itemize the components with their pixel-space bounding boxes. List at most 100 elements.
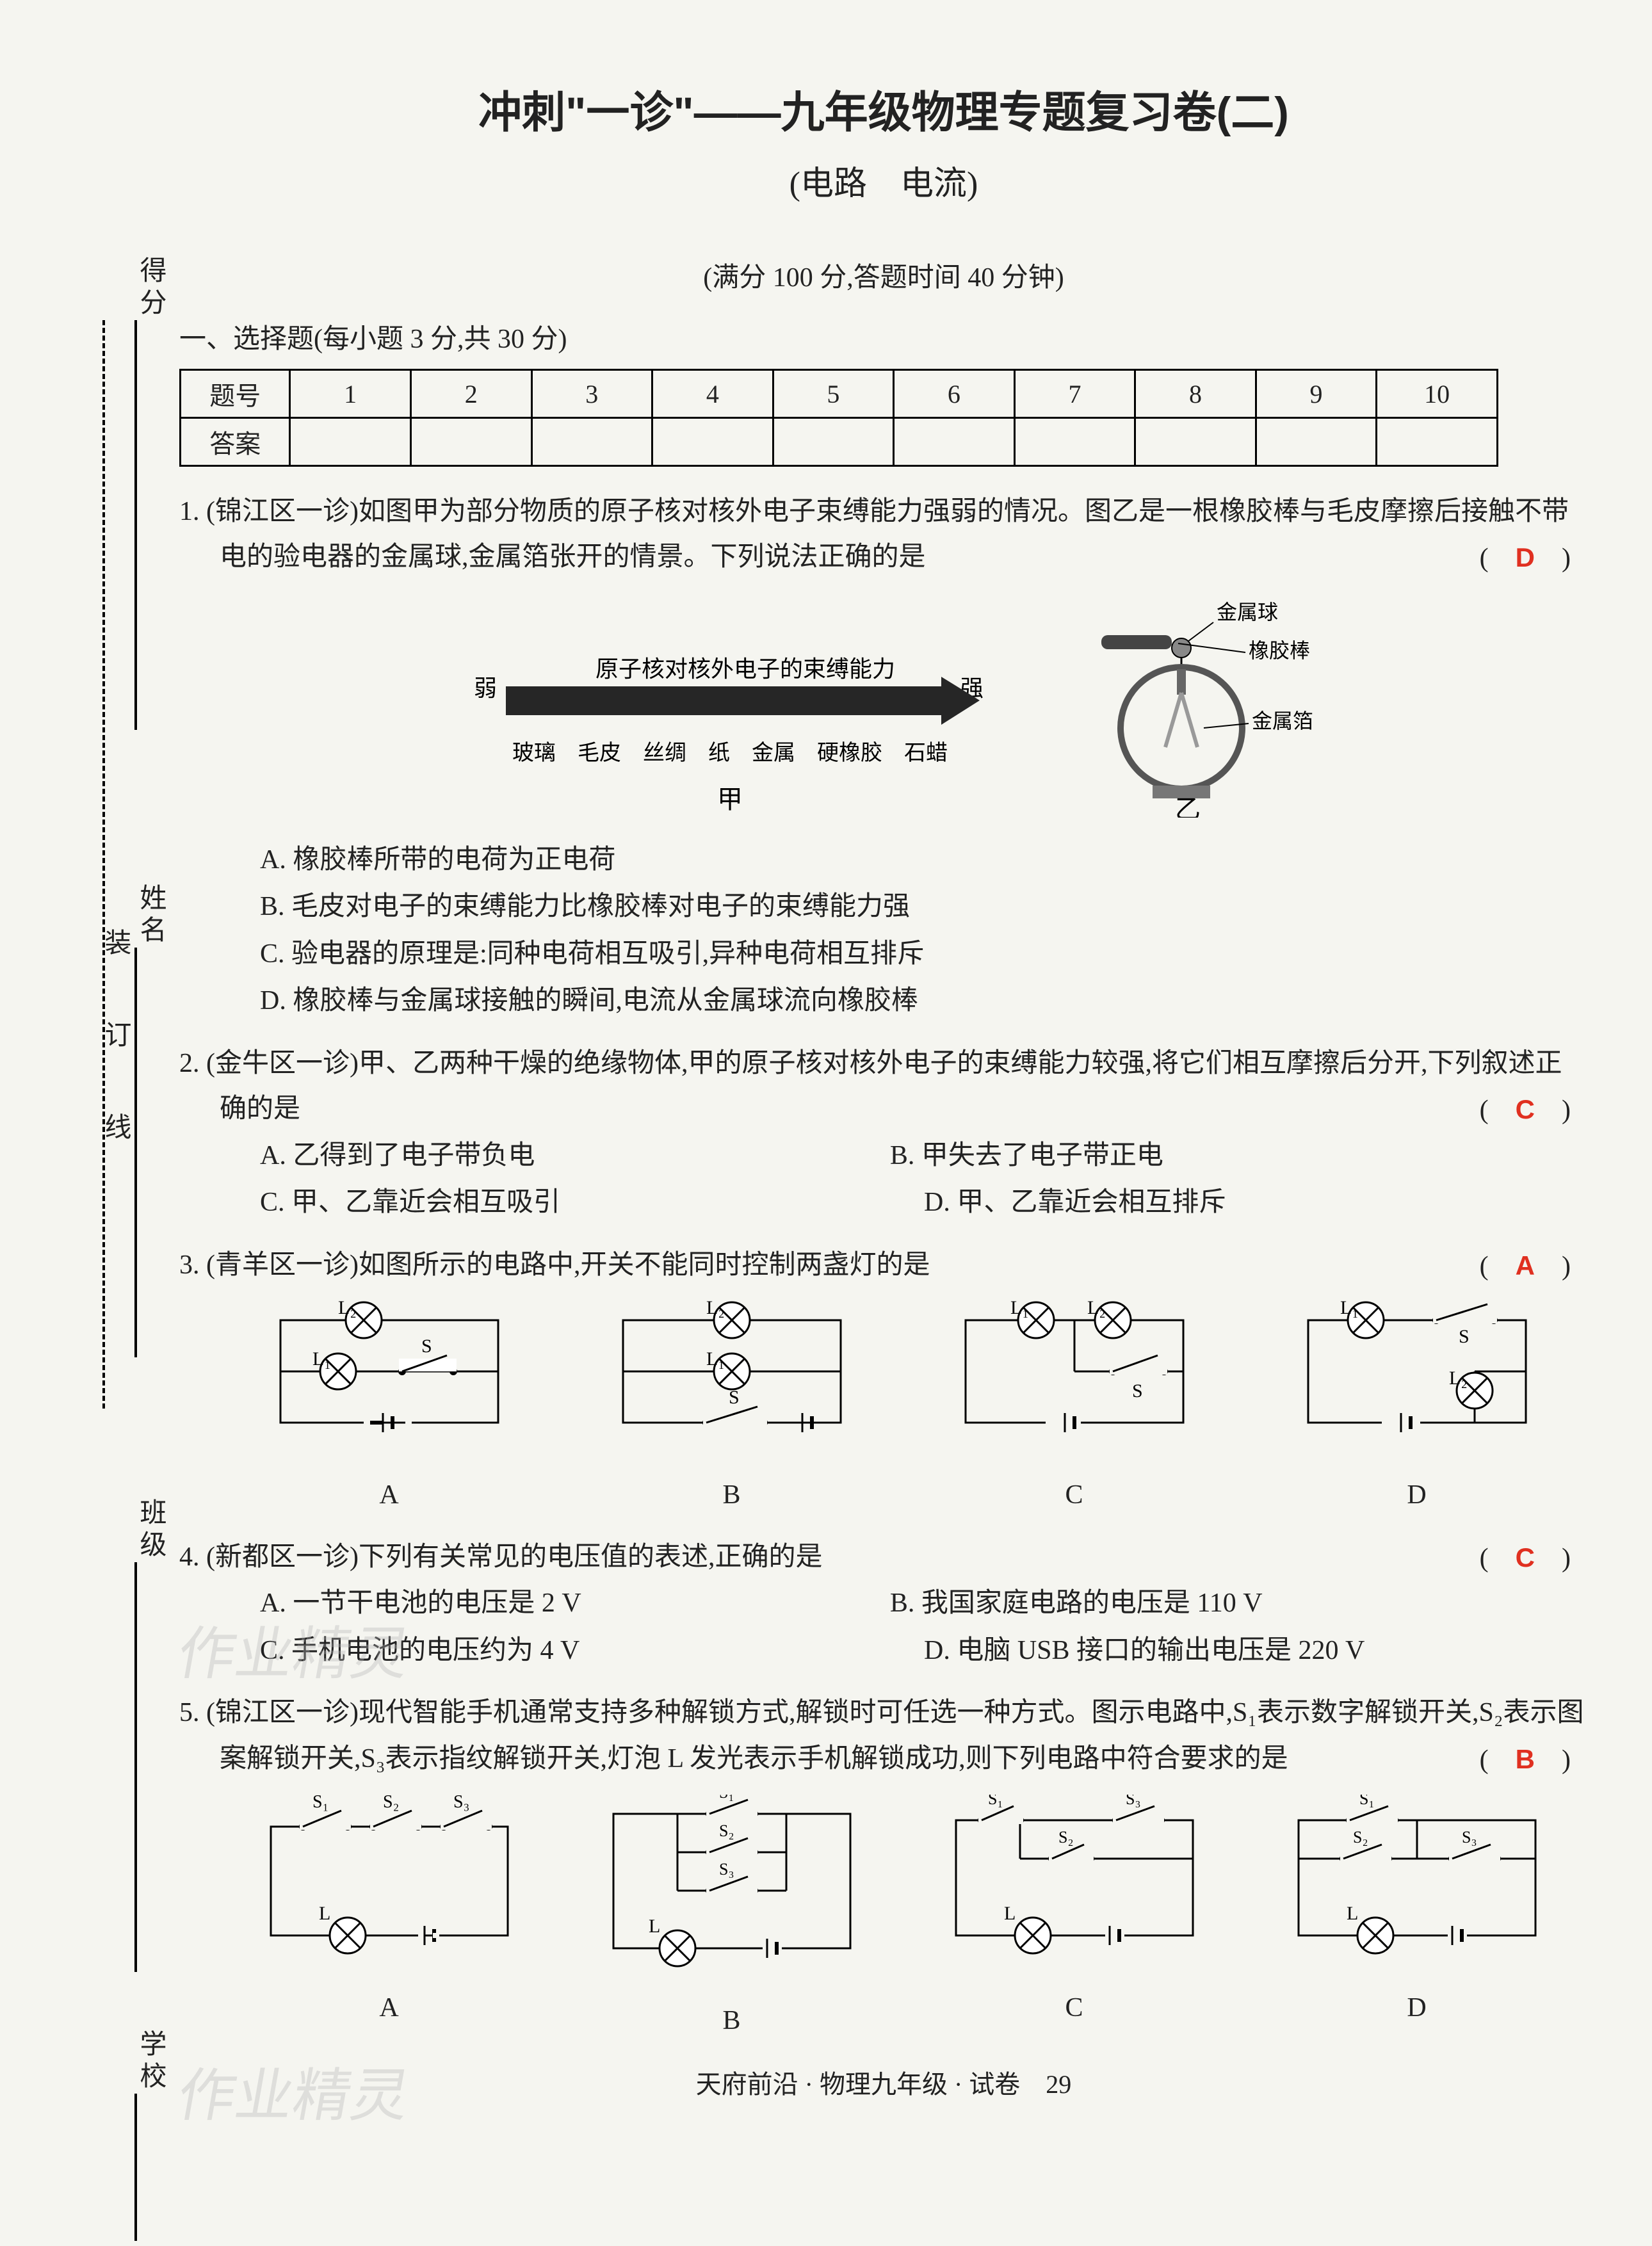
label-jia: 甲	[717, 785, 743, 814]
question-2: 2. (金牛区一诊)甲、乙两种干燥的绝缘物体,甲的原子核对核外电子的束缚能力较强…	[179, 1041, 1588, 1227]
table-cell	[1377, 418, 1498, 466]
circuit-c: L₁ L₂ S C	[940, 1301, 1209, 1519]
svg-text:L₁: L₁	[706, 1348, 725, 1369]
circuit-label: A	[252, 1985, 527, 2031]
option-c: C. 甲、乙靠近会相互吸引	[260, 1179, 924, 1227]
table-header: 题号	[181, 370, 290, 418]
answer-letter: C	[1516, 1094, 1535, 1124]
question-text: 5. (锦江区一诊)现代智能手机通常支持多种解锁方式,解锁时可任选一种方式。图示…	[179, 1690, 1588, 1782]
svg-text:L₁: L₁	[1340, 1301, 1359, 1318]
svg-text:S: S	[1132, 1380, 1143, 1402]
table-cell: 答案	[181, 418, 290, 466]
svg-text:L₁: L₁	[1010, 1301, 1029, 1318]
option-a: A. 一节干电池的电压是 2 V	[260, 1580, 890, 1628]
svg-text:L: L	[319, 1903, 330, 1924]
svg-text:L₂: L₂	[706, 1301, 725, 1318]
binding-class: 班级	[131, 1498, 170, 1562]
table-cell	[894, 418, 1015, 466]
option-c: C. 验电器的原理是:同种电荷相互吸引,异种电荷相互排斥	[260, 931, 1588, 978]
table-cell	[773, 418, 894, 466]
answer-bracket: ( A )	[1520, 1243, 1575, 1289]
circuit-a: L₂ L₁ S	[255, 1301, 524, 1519]
answer-table: 题号 1 2 3 4 5 6 7 8 9 10 答案	[179, 369, 1498, 467]
circuit-a: S₁ S₂ S₃ L A	[252, 1795, 527, 2044]
table-cell	[1014, 418, 1135, 466]
question-text: 4. (新都区一诊)下列有关常见的电压值的表述,正确的是 ( C )	[179, 1535, 1588, 1580]
table-header: 3	[531, 370, 652, 418]
answer-bracket: ( C )	[1520, 1087, 1575, 1133]
table-cell	[410, 418, 531, 466]
table-header: 8	[1135, 370, 1256, 418]
option-b: B. 毛皮对电子的束缚能力比橡胶棒对电子的束缚能力强	[260, 884, 1588, 931]
circuit-label: B	[597, 1473, 866, 1518]
circuit-label: D	[1283, 1473, 1551, 1518]
answer-bracket: ( C )	[1520, 1535, 1575, 1581]
q3-circuits: L₂ L₁ S	[179, 1301, 1588, 1519]
binding-cut-label: 装 订 线	[96, 928, 135, 1159]
materials: 玻璃 毛皮 丝绸 纸 金属 硬橡胶 石蜡	[512, 741, 948, 765]
svg-text:S₂: S₂	[1058, 1828, 1074, 1846]
answer-bracket: ( B )	[1520, 1736, 1575, 1783]
svg-text:S₁: S₁	[1359, 1795, 1375, 1808]
svg-text:L₂: L₂	[338, 1301, 357, 1318]
option-d: D. 甲、乙靠近会相互排斥	[924, 1179, 1588, 1227]
table-cell	[290, 418, 411, 466]
svg-text:S₁: S₁	[312, 1795, 328, 1812]
section-header: 一、选择题(每小题 3 分,共 30 分)	[179, 317, 1588, 356]
svg-text:L₁: L₁	[312, 1348, 331, 1369]
question-4: 4. (新都区一诊)下列有关常见的电压值的表述,正确的是 ( C ) A. 一节…	[179, 1535, 1588, 1674]
q5-text: 5. (锦江区一诊)现代智能手机通常支持多种解锁方式,解锁时可任选一种方式。图示…	[179, 1698, 1583, 1773]
q5-circuits: S₁ S₂ S₃ L A	[179, 1795, 1588, 2044]
svg-text:S₁: S₁	[988, 1795, 1003, 1808]
binding-margin: 得分 姓名 装 订 线 班级 学校	[58, 128, 154, 2113]
option-a: A. 乙得到了电子带负电	[260, 1133, 890, 1180]
option-d: D. 电脑 USB 接口的输出电压是 220 V	[924, 1628, 1588, 1675]
circuit-c: S₁ S₂ S₃ L C	[937, 1795, 1212, 2044]
table-cell	[652, 418, 773, 466]
question-text: 1. (锦江区一诊)如图甲为部分物质的原子核对核外电子束缚能力强弱的情况。图乙是…	[179, 489, 1588, 581]
table-header: 6	[894, 370, 1015, 418]
svg-text:S₃: S₃	[453, 1795, 469, 1812]
svg-text:S₁: S₁	[719, 1795, 734, 1802]
option-b: B. 我国家庭电路的电压是 110 V	[890, 1580, 1520, 1628]
figure-jia: 弱 原子核对核外电子的束缚能力 强 玻璃 毛皮 丝绸 纸 金属 硬橡胶 石蜡 甲	[435, 638, 1012, 818]
svg-text:S: S	[1459, 1326, 1470, 1347]
table-header: 1	[290, 370, 411, 418]
svg-text:S₂: S₂	[383, 1795, 399, 1812]
answer-letter: C	[1516, 1542, 1535, 1572]
svg-text:L₂: L₂	[1087, 1301, 1106, 1318]
page-title: 冲刺"一诊"——九年级物理专题复习卷(二)	[179, 77, 1588, 140]
option-c: C. 手机电池的电压约为 4 V	[260, 1628, 924, 1675]
options: A. 乙得到了电子带负电 B. 甲失去了电子带正电 C. 甲、乙靠近会相互吸引 …	[179, 1133, 1588, 1227]
answer-bracket: ( D )	[1520, 535, 1575, 581]
page-content: 冲刺"一诊"——九年级物理专题复习卷(二) (电路 电流) (满分 100 分,…	[179, 77, 1588, 2101]
table-header: 7	[1014, 370, 1135, 418]
q1-figure: 弱 原子核对核外电子的束缚能力 强 玻璃 毛皮 丝绸 纸 金属 硬橡胶 石蜡 甲…	[179, 600, 1588, 818]
circuit-b: L₂ L₁ S B	[597, 1301, 866, 1519]
table-header: 9	[1256, 370, 1377, 418]
page-subtitle: (电路 电流)	[179, 156, 1588, 204]
table-cell	[531, 418, 652, 466]
svg-text:L: L	[1347, 1903, 1358, 1924]
svg-text:S₃: S₃	[719, 1860, 734, 1878]
svg-text:S: S	[729, 1387, 740, 1408]
option-d: D. 橡胶棒与金属球接触的瞬间,电流从金属球流向橡胶棒	[260, 978, 1588, 1025]
circuit-label: C	[937, 1985, 1212, 2031]
label-weak: 弱	[474, 675, 497, 701]
table-header: 5	[773, 370, 894, 418]
svg-text:S₂: S₂	[719, 1822, 734, 1840]
options: A. 橡胶棒所带的电荷为正电荷 B. 毛皮对电子的束缚能力比橡胶棒对电子的束缚能…	[179, 837, 1588, 1025]
question-text: 3. (青羊区一诊)如图所示的电路中,开关不能同时控制两盏灯的是 ( A )	[179, 1243, 1588, 1288]
table-cell	[1135, 418, 1256, 466]
question-5: 5. (锦江区一诊)现代智能手机通常支持多种解锁方式,解锁时可任选一种方式。图示…	[179, 1690, 1588, 2044]
svg-text:L: L	[1004, 1903, 1016, 1924]
q3-text: 3. (青羊区一诊)如图所示的电路中,开关不能同时控制两盏灯的是	[179, 1250, 930, 1280]
label-foil: 金属箔	[1252, 709, 1313, 732]
svg-text:S₃: S₃	[1126, 1795, 1141, 1808]
binding-school: 学校	[131, 2030, 170, 2094]
q4-text: 4. (新都区一诊)下列有关常见的电压值的表述,正确的是	[179, 1542, 822, 1572]
circuit-label: C	[940, 1473, 1209, 1518]
binding-line	[134, 320, 137, 730]
question-text: 2. (金牛区一诊)甲、乙两种干燥的绝缘物体,甲的原子核对核外电子的束缚能力较强…	[179, 1041, 1588, 1133]
circuit-label: B	[594, 1998, 870, 2044]
